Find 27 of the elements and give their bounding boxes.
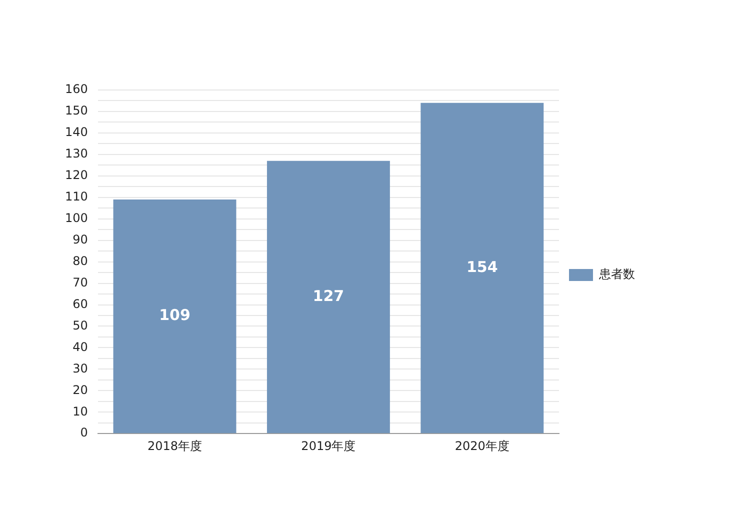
y-tick-label: 140 [65,125,88,140]
y-tick-label: 60 [72,296,88,311]
data-label: 109 [159,306,190,324]
data-label: 127 [312,286,344,305]
y-tick-label: 50 [72,318,88,332]
y-tick-label: 160 [65,82,88,96]
y-tick-label: 150 [65,104,88,118]
x-tick-label: 2019年度 [301,438,356,453]
y-tick-label: 110 [65,190,88,204]
y-tick-label: 100 [65,210,88,225]
y-tick-label: 70 [72,275,88,290]
x-tick-label: 2018年度 [147,438,202,453]
data-label: 154 [466,258,498,276]
bar [266,160,390,434]
y-tick-label: 130 [65,146,88,161]
x-tick-label: 2020年度 [454,438,510,453]
y-tick-label: 0 [80,426,88,440]
bar [420,102,544,434]
y-tick-label: 120 [65,168,88,182]
y-tick-label: 80 [72,254,88,268]
bar [113,200,236,434]
legend-label: 患者数 [598,267,635,282]
y-tick-label: 40 [72,340,88,354]
y-tick-label: 10 [72,404,88,418]
y-tick-label: 20 [72,382,88,397]
y-tick-label: 30 [72,361,88,376]
y-tick-label: 90 [72,232,88,246]
